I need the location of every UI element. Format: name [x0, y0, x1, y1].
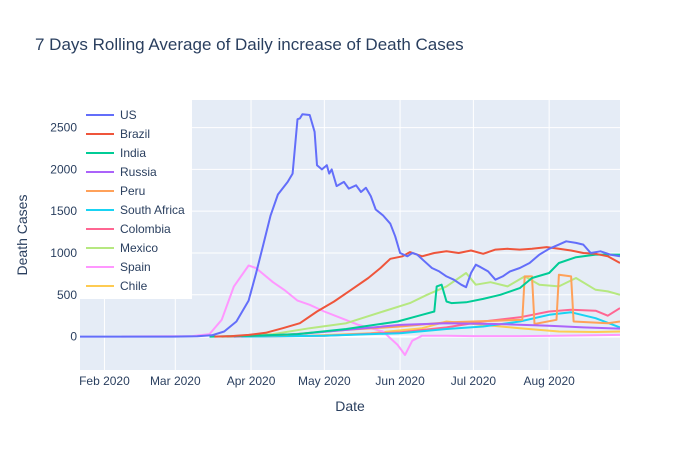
- series-lines: [80, 113, 620, 356]
- y-tick-label: 1500: [50, 204, 77, 218]
- series-line-brazil: [214, 246, 620, 338]
- x-tick-label: Jul 2020: [451, 374, 497, 388]
- y-axis-label: Death Cases: [14, 195, 30, 276]
- x-tick-label: Mar 2020: [150, 374, 201, 388]
- series-line-india: [209, 253, 620, 338]
- x-tick-label: Apr 2020: [227, 374, 276, 388]
- y-tick-label: 1000: [50, 246, 77, 260]
- x-tick-label: Jun 2020: [375, 374, 425, 388]
- x-tick-label: Feb 2020: [79, 374, 130, 388]
- legend-label: US: [120, 108, 137, 122]
- legend-label: Peru: [120, 184, 145, 198]
- legend-label: South Africa: [120, 203, 185, 217]
- series-line-spain: [121, 264, 620, 356]
- series-line-mexico: [221, 272, 620, 338]
- x-tick-label: Aug 2020: [523, 374, 575, 388]
- legend-label: Spain: [120, 260, 151, 274]
- legend-label: Russia: [120, 165, 157, 179]
- legend-label: Mexico: [120, 241, 158, 255]
- x-tick-label: May 2020: [298, 374, 351, 388]
- y-tick-label: 0: [70, 330, 77, 344]
- legend-label: Colombia: [120, 222, 171, 236]
- y-tick-label: 500: [57, 288, 77, 302]
- legend-label: Brazil: [120, 127, 150, 141]
- chart-title: 7 Days Rolling Average of Daily increase…: [35, 35, 464, 54]
- legend-label: Chile: [120, 279, 148, 293]
- series-line-us: [80, 113, 620, 338]
- y-tick-labels: 0 500 1000 1500 2000 2500: [50, 121, 77, 344]
- legend-items: US Brazil India Russia Peru South Africa Colom…: [86, 108, 185, 293]
- y-tick-label: 2500: [50, 121, 77, 135]
- legend-label: India: [120, 146, 146, 160]
- y-tick-label: 2000: [50, 162, 77, 176]
- x-tick-labels: Feb 2020 Mar 2020 Apr 2020 May 2020 Jun 2020…: [79, 374, 575, 388]
- x-axis-label: Date: [335, 398, 365, 414]
- legend: US Brazil India Russia Peru South Africa Colom…: [80, 100, 192, 299]
